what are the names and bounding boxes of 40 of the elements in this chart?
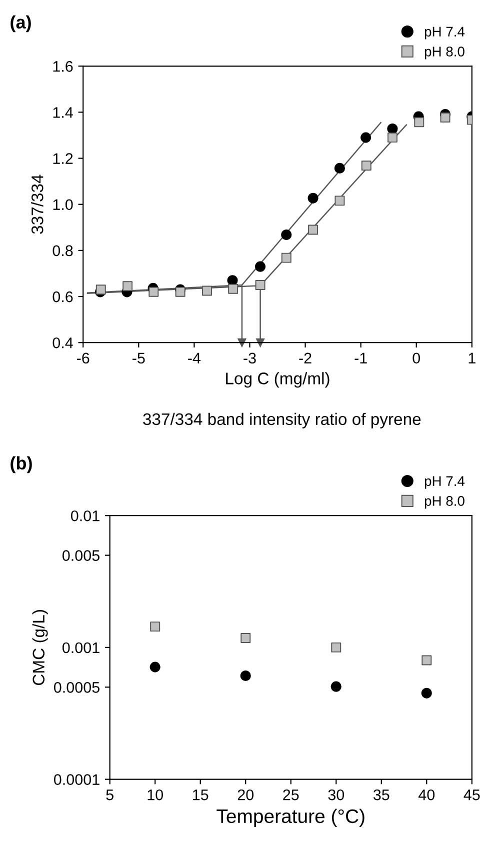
x-tick-label: 30 [328,789,344,800]
x-tick-label: -3 [244,352,256,364]
y-axis-title: 337/334 [31,174,44,234]
x-axis-title: Temperature (°C) [216,808,364,827]
legend-label: pH 7.4 [424,476,465,489]
y-axis-title: CMC (g/L) [32,610,48,686]
y-tick-label: 1.2 [53,153,73,164]
chart-title: (a) [10,15,31,32]
legend-label: pH 8.0 [424,46,464,60]
x-axis-title: Log C (mg/ml) [226,372,330,388]
x-tick-label: 15 [193,790,208,800]
y-tick-label: 0.005 [62,550,100,561]
x-tick-label: 20 [238,789,254,800]
text: 337/334 band intensity ratio of pyrene [143,412,421,428]
y-tick-label: 1.4 [53,107,73,118]
x-tick-label: 5 [106,790,114,800]
y-tick-label: 0.0005 [54,682,100,693]
x-tick-label: -2 [299,352,312,364]
y-tick-label: 0.6 [52,291,73,302]
x-tick-label: 40 [418,789,435,800]
x-tick-label: -6 [76,352,90,364]
x-tick-label: 0 [412,352,420,364]
y-tick-label: 1.0 [53,199,73,210]
y-tick-label: 0.001 [62,642,100,654]
y-tick-label: 0.01 [70,510,100,522]
x-tick-label: 35 [373,789,390,800]
x-tick-label: 25 [283,789,299,800]
y-tick-label: 0.4 [52,337,73,348]
y-tick-label: 0.8 [52,245,73,256]
x-tick-label: -1 [354,352,367,364]
legend-label: pH 7.4 [424,26,465,40]
x-tick-label: 1 [468,352,476,364]
x-tick-label: -5 [132,352,145,364]
x-tick-label: 45 [464,790,480,800]
y-tick-label: 1.6 [53,61,73,72]
x-tick-label: 10 [148,789,163,800]
y-tick-label: 0.0001 [54,774,100,785]
x-tick-label: -4 [188,352,201,364]
chart-title: (b) [10,456,32,474]
legend-label: pH 8.0 [424,496,464,509]
